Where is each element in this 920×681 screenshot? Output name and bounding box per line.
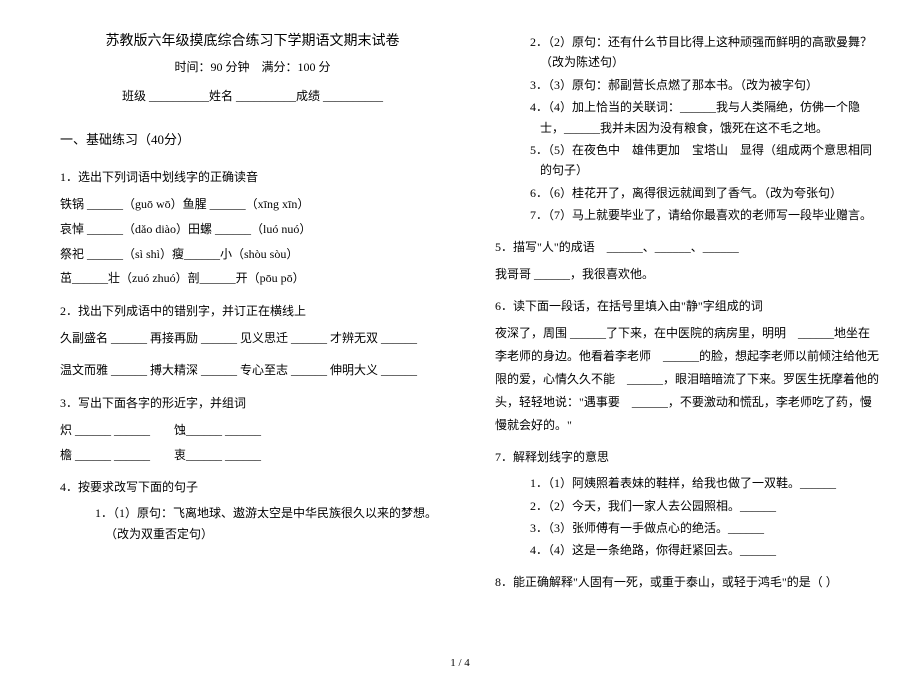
q1-stem: 1．选出下列词语中划线字的正确读音 — [60, 168, 445, 185]
q2-l2: 温文而雅 ______ 搏大精深 ______ 专心至志 ______ 伸明大义… — [60, 359, 445, 382]
doc-subtitle: 时间：90 分钟 满分：100 分 — [60, 58, 445, 75]
q5-stem: 5．描写"人"的成语 ______、______、______ — [495, 238, 880, 255]
q1-l1: 铁锅 ______（guō wō）鱼腥 ______（xīng xīn） — [60, 193, 445, 216]
q7-s2: 2．（2）今天，我们一家人去公园照相。______ — [505, 496, 880, 516]
q5-l1: 我哥哥 ______，我很喜欢他。 — [495, 263, 880, 286]
q6-stem: 6．读下面一段话，在括号里填入由"静"字组成的词 — [495, 297, 880, 314]
page-footer: 1 / 4 — [0, 657, 920, 669]
q1-l3: 祭祀 ______（sì shì）瘦______小（shòu sòu） — [60, 243, 445, 266]
q6-para: 夜深了，周围 ______了下来，在中医院的病房里，明明 ______地坐在李老… — [495, 322, 880, 436]
q3-stem: 3．写出下面各字的形近字，并组词 — [60, 394, 445, 411]
q7-s4: 4．（4）这是一条绝路，你得赶紧回去。______ — [505, 540, 880, 560]
q1-l4: 茁______壮（zuó zhuó）剖______开（pōu pō） — [60, 267, 445, 290]
q4-s6: 6．（6）桂花开了，离得很远就闻到了香气。（改为夸张句） — [505, 183, 880, 203]
q8-stem: 8．能正确解释"人固有一死，或重于泰山，或轻于鸿毛"的是（ ） — [495, 573, 880, 590]
q4-s2: 2．（2）原句：还有什么节目比得上这种顽强而鲜明的高歌曼舞？（改为陈述句） — [505, 32, 880, 73]
q2-stem: 2．找出下列成语中的错别字，并订正在横线上 — [60, 302, 445, 319]
q7-s1: 1．（1）阿姨照着表妹的鞋样，给我也做了一双鞋。______ — [505, 473, 880, 493]
q1-l2: 哀悼 ______（dǎo diào）田螺 ______（luó nuó） — [60, 218, 445, 241]
q3-l1: 炽 ______ ______ 蚀______ ______ — [60, 419, 445, 442]
q4-s5: 5．（5）在夜色中 雄伟更加 宝塔山 显得（组成两个意思相同的句子） — [505, 140, 880, 181]
q4-s7: 7．（7）马上就要毕业了，请给你最喜欢的老师写一段毕业赠言。 — [505, 205, 880, 225]
q4-s1: 1．（1）原句：飞离地球、遨游太空是中华民族很久以来的梦想。（改为双重否定句） — [70, 503, 445, 544]
q7-stem: 7．解释划线字的意思 — [495, 448, 880, 465]
doc-title: 苏教版六年级摸底综合练习下学期语文期末试卷 — [60, 30, 445, 50]
info-line: 班级 __________姓名 __________成绩 __________ — [60, 87, 445, 104]
q2-l1: 久副盛名 ______ 再接再励 ______ 见义思迁 ______ 才辨无双… — [60, 327, 445, 350]
q7-s3: 3．（3）张师傅有一手做点心的绝活。______ — [505, 518, 880, 538]
q3-l2: 檐 ______ ______ 衷______ ______ — [60, 444, 445, 467]
q4-stem: 4．按要求改写下面的句子 — [60, 478, 445, 495]
q4-s3: 3．（3）原句：郝副营长点燃了那本书。（改为被字句） — [505, 75, 880, 95]
q4-s4: 4．（4）加上恰当的关联词：______我与人类隔绝，仿佛一个隐士，______… — [505, 97, 880, 138]
section-heading: 一、基础练习（40分） — [60, 129, 445, 148]
